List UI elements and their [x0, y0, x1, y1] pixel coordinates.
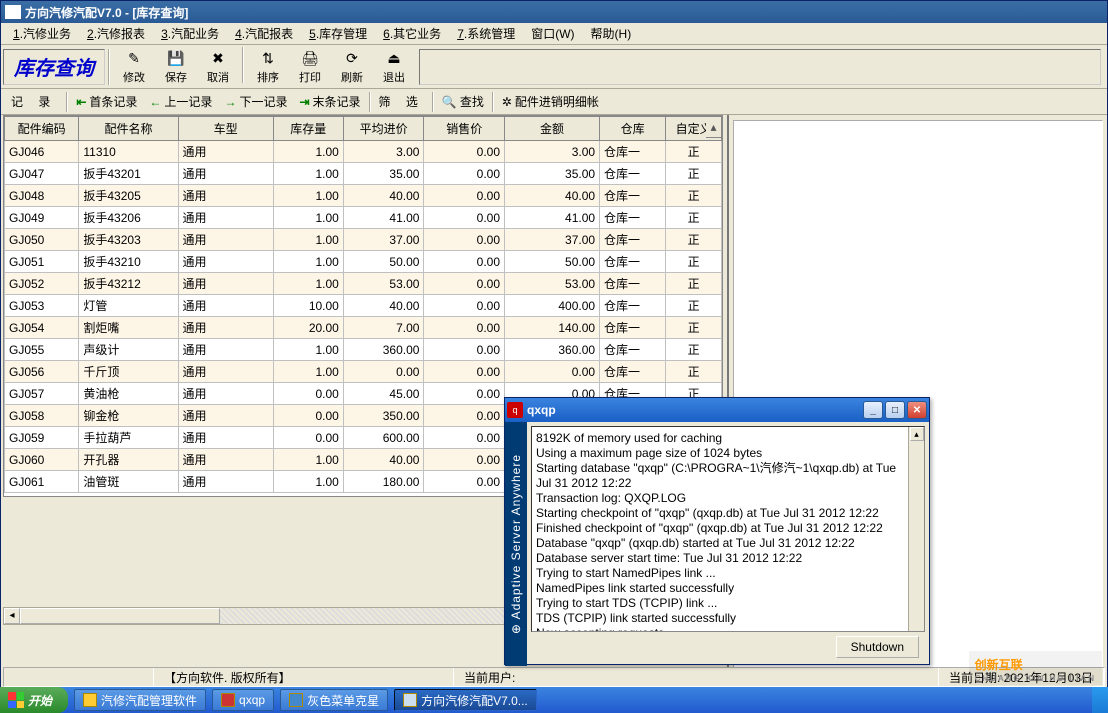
toolbar-修改[interactable]: ✎修改: [113, 47, 155, 87]
taskbar[interactable]: 开始 汽修汽配管理软件 qxqp 灰色菜单克星方向汽修汽配V7.0...: [0, 687, 1108, 713]
nav-首条记录[interactable]: ⇤首条记录: [72, 91, 141, 112]
打印-icon: 🖨: [300, 48, 320, 68]
arrow-icon: →: [224, 95, 236, 109]
menu-item[interactable]: 3.汽配业务: [155, 23, 225, 44]
task-button[interactable]: 汽修汽配管理软件: [74, 689, 206, 711]
console-output: 8192K of memory used for cachingUsing a …: [531, 426, 925, 632]
col-header[interactable]: 销售价: [424, 117, 505, 141]
修改-icon: ✎: [124, 48, 144, 68]
col-header[interactable]: 配件编码: [5, 117, 79, 141]
nav-下一记录[interactable]: →下一记录: [220, 91, 291, 112]
table-row[interactable]: GJ049扳手43206通用1.0041.000.0041.00仓库一正: [5, 207, 722, 229]
table-row[interactable]: GJ04611310通用1.003.000.003.00仓库一正: [5, 141, 722, 163]
col-header[interactable]: 金额: [505, 117, 600, 141]
保存-icon: 💾: [166, 48, 186, 68]
minimize-button[interactable]: _: [863, 401, 883, 419]
task-icon: [403, 693, 417, 707]
table-row[interactable]: GJ048扳手43205通用1.0040.000.0040.00仓库一正: [5, 185, 722, 207]
qxqp-popup[interactable]: q qxqp _ □ ✕ ⊕ Adaptive Server Anywhere …: [504, 397, 930, 665]
table-row[interactable]: GJ053灯管通用10.0040.000.00400.00仓库一正: [5, 295, 722, 317]
popup-icon: q: [507, 402, 523, 418]
取消-icon: ✖: [208, 48, 228, 68]
menu-item[interactable]: 4.汽配报表: [229, 23, 299, 44]
menu-item[interactable]: 2.汽修报表: [81, 23, 151, 44]
table-row[interactable]: GJ055声级计通用1.00360.000.00360.00仓库一正: [5, 339, 722, 361]
window-title: 方向汽修汽配V7.0 - [库存查询]: [25, 4, 1103, 21]
task-icon: [83, 693, 97, 707]
table-row[interactable]: GJ056千斤顶通用1.000.000.000.00仓库一正: [5, 361, 722, 383]
console-scrollbar[interactable]: ▴: [908, 427, 924, 631]
maximize-button[interactable]: □: [885, 401, 905, 419]
scroll-left-icon[interactable]: ◂: [4, 608, 20, 624]
filter-button[interactable]: 筛 选: [375, 91, 428, 112]
search-icon: 🔍: [442, 95, 457, 109]
arrow-icon: ←: [149, 95, 161, 109]
shutdown-button[interactable]: Shutdown: [836, 636, 919, 658]
menu-item[interactable]: 1.汽修业务: [7, 23, 77, 44]
退出-icon: ⏏: [384, 48, 404, 68]
close-button[interactable]: ✕: [907, 401, 927, 419]
navbar: 记 录 ⇤首条记录←上一记录→下一记录⇥末条记录 筛 选 🔍查找 ✲配件进销明细…: [1, 89, 1107, 115]
col-header[interactable]: 仓库: [600, 117, 666, 141]
menu-item[interactable]: 帮助(H): [585, 23, 638, 44]
nav-label: 记 录: [5, 93, 62, 110]
nav-末条记录[interactable]: ⇥末条记录: [295, 91, 364, 112]
menu-item[interactable]: 7.系统管理: [451, 23, 521, 44]
detail-button[interactable]: ✲配件进销明细帐: [498, 91, 603, 112]
gear-icon: ✲: [502, 95, 512, 109]
table-row[interactable]: GJ054割炬嘴通用20.007.000.00140.00仓库一正: [5, 317, 722, 339]
排序-icon: ⇅: [258, 48, 278, 68]
menubar: 1.汽修业务2.汽修报表3.汽配业务4.汽配报表5.库存管理6.其它业务7.系统…: [1, 23, 1107, 45]
system-tray[interactable]: [1092, 687, 1108, 713]
vertical-band: ⊕ Adaptive Server Anywhere: [505, 422, 527, 666]
toolbar: 库存查询 ✎修改💾保存✖取消⇅排序🖨打印⟳刷新⏏退出: [1, 45, 1107, 89]
table-row[interactable]: GJ051扳手43210通用1.0050.000.0050.00仓库一正: [5, 251, 722, 273]
col-header[interactable]: 库存量: [273, 117, 343, 141]
col-header[interactable]: 平均进价: [343, 117, 424, 141]
toolbar-刷新[interactable]: ⟳刷新: [331, 47, 373, 87]
menu-item[interactable]: 5.库存管理: [303, 23, 373, 44]
toolbar-保存[interactable]: 💾保存: [155, 47, 197, 87]
menu-item[interactable]: 6.其它业务: [377, 23, 447, 44]
windows-logo-icon: [8, 692, 24, 708]
toolbar-取消[interactable]: ✖取消: [197, 47, 239, 87]
popup-title: qxqp: [527, 403, 861, 417]
task-icon: [221, 693, 235, 707]
status-left: 【方向软件. 版权所有】: [154, 668, 454, 686]
task-button[interactable]: qxqp: [212, 689, 274, 711]
table-row[interactable]: GJ050扳手43203通用1.0037.000.0037.00仓库一正: [5, 229, 722, 251]
scroll-thumb[interactable]: [20, 608, 220, 624]
arrow-icon: ⇥: [299, 95, 309, 109]
toolbar-blank: [419, 49, 1101, 85]
task-button[interactable]: 方向汽修汽配V7.0...: [394, 689, 537, 711]
task-icon: [289, 693, 303, 707]
start-button[interactable]: 开始: [0, 687, 68, 713]
table-row[interactable]: GJ052扳手43212通用1.0053.000.0053.00仓库一正: [5, 273, 722, 295]
刷新-icon: ⟳: [342, 48, 362, 68]
nav-上一记录[interactable]: ←上一记录: [145, 91, 216, 112]
watermark: 创新互联CHUANG XIN HU LIAN: [969, 651, 1102, 685]
app-icon: [5, 5, 21, 19]
col-header[interactable]: 配件名称: [79, 117, 178, 141]
task-button[interactable]: 灰色菜单克星: [280, 689, 388, 711]
popup-titlebar[interactable]: q qxqp _ □ ✕: [505, 398, 929, 422]
col-header[interactable]: 车型: [178, 117, 273, 141]
statusbar: 【方向软件. 版权所有】 当前用户: 当前日期: 2021年12月03日: [3, 667, 1105, 687]
arrow-icon: ⇤: [76, 95, 86, 109]
vscroll-stub[interactable]: ▴: [706, 116, 722, 138]
screen-title: 库存查询: [3, 49, 105, 85]
toolbar-排序[interactable]: ⇅排序: [247, 47, 289, 87]
status-mid: 当前用户:: [454, 668, 939, 686]
toolbar-退出[interactable]: ⏏退出: [373, 47, 415, 87]
search-button[interactable]: 🔍查找: [438, 91, 488, 112]
titlebar[interactable]: 方向汽修汽配V7.0 - [库存查询]: [1, 1, 1107, 23]
menu-item[interactable]: 窗口(W): [525, 23, 580, 44]
table-row[interactable]: GJ047扳手43201通用1.0035.000.0035.00仓库一正: [5, 163, 722, 185]
toolbar-打印[interactable]: 🖨打印: [289, 47, 331, 87]
